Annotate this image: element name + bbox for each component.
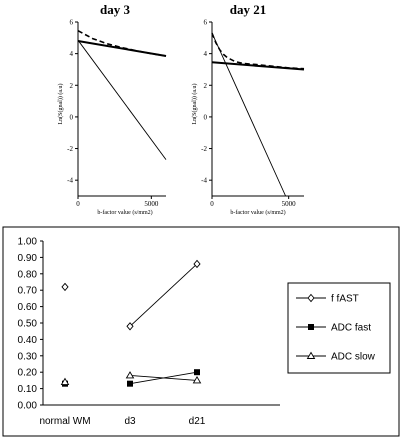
day21-plot: day 21 Ln(S(gnal)) (a.u) b-factor value … xyxy=(191,2,305,216)
bottom-y-tick-label: 0.70 xyxy=(18,286,38,297)
adc-fast-legend-marker xyxy=(308,324,314,330)
bottom-y-tick-label: 1.00 xyxy=(18,237,38,248)
bottom-y-tick-label: 0.20 xyxy=(18,368,38,379)
day3-y-tick-label: 6 xyxy=(70,19,74,27)
day21-x-tick-label: 0 xyxy=(210,200,214,208)
category-label: d3 xyxy=(124,416,136,427)
day21-y-tick-label: -2 xyxy=(201,145,207,153)
day3-y-tick-label: -4 xyxy=(67,177,73,185)
adc-fast-point xyxy=(127,380,133,387)
adc-slow-legend-marker xyxy=(306,351,316,359)
day21-xlabel: b-factor value (s/mm2) xyxy=(230,209,285,216)
f-fast-point xyxy=(61,282,69,292)
day21-y-tick-label: 6 xyxy=(204,19,208,27)
f-fast-point xyxy=(126,322,134,331)
bottom-y-tick-label: 0.40 xyxy=(18,335,38,346)
category-label: d21 xyxy=(189,416,206,427)
adc-fast-legend-label: ADC fast xyxy=(331,323,371,334)
bottom-y-tick-label: 0.00 xyxy=(18,401,38,412)
day21-x-tick-label: 5000 xyxy=(282,200,297,208)
day3-ylabel: Ln(S(gnal)) (a.u) xyxy=(57,84,64,125)
adc-slow-point xyxy=(60,377,70,385)
day3-x-tick-label: 5000 xyxy=(144,200,159,208)
day21-series-thick-line xyxy=(211,61,305,71)
f-fast-line xyxy=(129,263,198,327)
day21-y-tick-label: -4 xyxy=(201,177,207,185)
day3-x-tick-label: 0 xyxy=(76,200,80,208)
bottom-y-tick-label: 0.50 xyxy=(18,319,38,330)
bottom-chart-frame xyxy=(2,226,400,437)
day3-title: day 3 xyxy=(100,2,130,17)
f-fast-legend-label: f fAST xyxy=(331,294,359,305)
bottom-y-tick-label: 0.10 xyxy=(18,384,38,395)
day21-title: day 21 xyxy=(230,2,266,17)
day3-y-tick-label: 0 xyxy=(70,113,74,121)
day3-xlabel: b-factor value (s/mm2) xyxy=(97,209,152,216)
day3-y-tick-label: -2 xyxy=(67,145,73,153)
category-label: normal WM xyxy=(39,416,90,427)
day21-y-tick-label: 0 xyxy=(204,113,208,121)
day3-series-thin-line xyxy=(77,39,167,160)
day3-y-tick-label: 4 xyxy=(70,50,74,58)
adc-slow-point xyxy=(125,371,135,379)
adc-slow-point xyxy=(192,376,202,384)
f-fast-point xyxy=(193,259,201,269)
bottom-y-tick-label: 0.60 xyxy=(18,302,38,313)
adc-slow-legend-label: ADC slow xyxy=(331,352,376,363)
bottom-y-tick-label: 0.80 xyxy=(18,269,38,280)
adc-slow-line xyxy=(129,375,198,381)
adc-fast-point xyxy=(194,369,200,376)
parameter-plot: 1.00 0.90 0.80 0.70 0.60 0.50 0.40 0.30 0.20 0.10… xyxy=(2,226,400,437)
f-fast-legend-marker xyxy=(307,293,315,303)
day3-series-dashed-line xyxy=(77,29,167,57)
day21-series-thin-line xyxy=(211,32,287,197)
day3-series-thick-line xyxy=(77,40,167,57)
day3-y-tick-label: 2 xyxy=(70,82,74,90)
day21-y-tick-label: 4 xyxy=(204,50,208,58)
day21-ylabel: Ln(S(gnal)) (a.u) xyxy=(191,84,198,125)
day21-y-tick-label: 2 xyxy=(204,82,208,90)
bottom-y-tick-label: 0.90 xyxy=(18,253,38,264)
bottom-y-tick-label: 0.30 xyxy=(18,351,38,362)
day3-plot: day 3 Ln(S(gnal)) (a.u) b-factor value (… xyxy=(57,2,167,216)
